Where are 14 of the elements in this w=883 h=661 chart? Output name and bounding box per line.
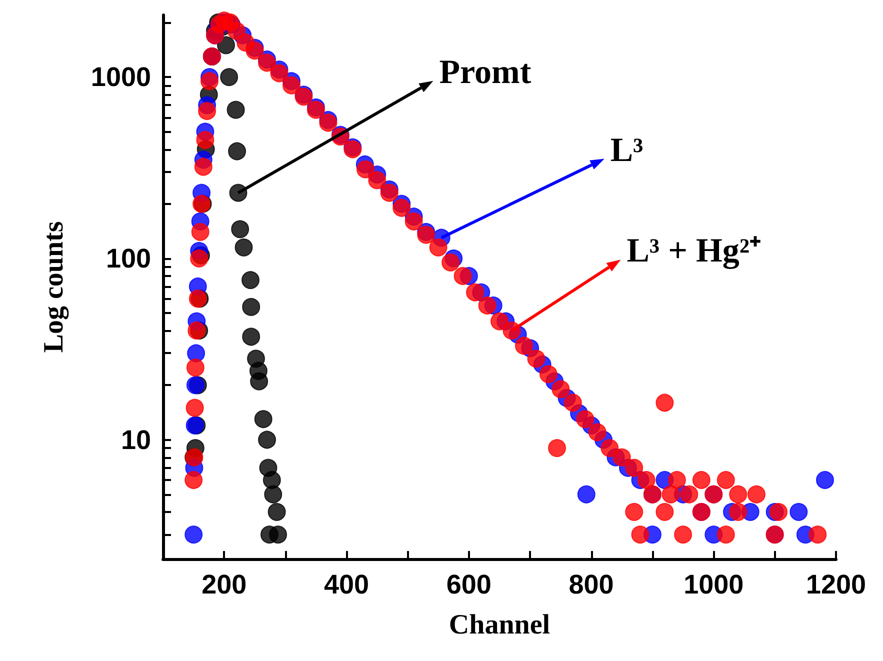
annotation: L³ bbox=[610, 132, 644, 169]
x-tick-label: 600 bbox=[446, 570, 492, 600]
annotation: L³ + Hg²⁺ bbox=[626, 232, 761, 270]
x-tick-label: 400 bbox=[324, 570, 370, 600]
x-tick-label: 1000 bbox=[684, 570, 744, 600]
x-tick-label: 200 bbox=[202, 570, 247, 600]
y-axis-title: Log counts bbox=[38, 221, 70, 353]
x-tick-label: 1200 bbox=[806, 570, 866, 600]
y-tick-label: 10 bbox=[120, 424, 151, 455]
x-tick-label: 800 bbox=[568, 570, 614, 600]
annotation: Promt bbox=[439, 54, 532, 91]
y-tick-label: 1000 bbox=[90, 62, 151, 92]
y-tick-label: 100 bbox=[106, 243, 151, 274]
x-axis-title: Channel bbox=[448, 610, 550, 640]
